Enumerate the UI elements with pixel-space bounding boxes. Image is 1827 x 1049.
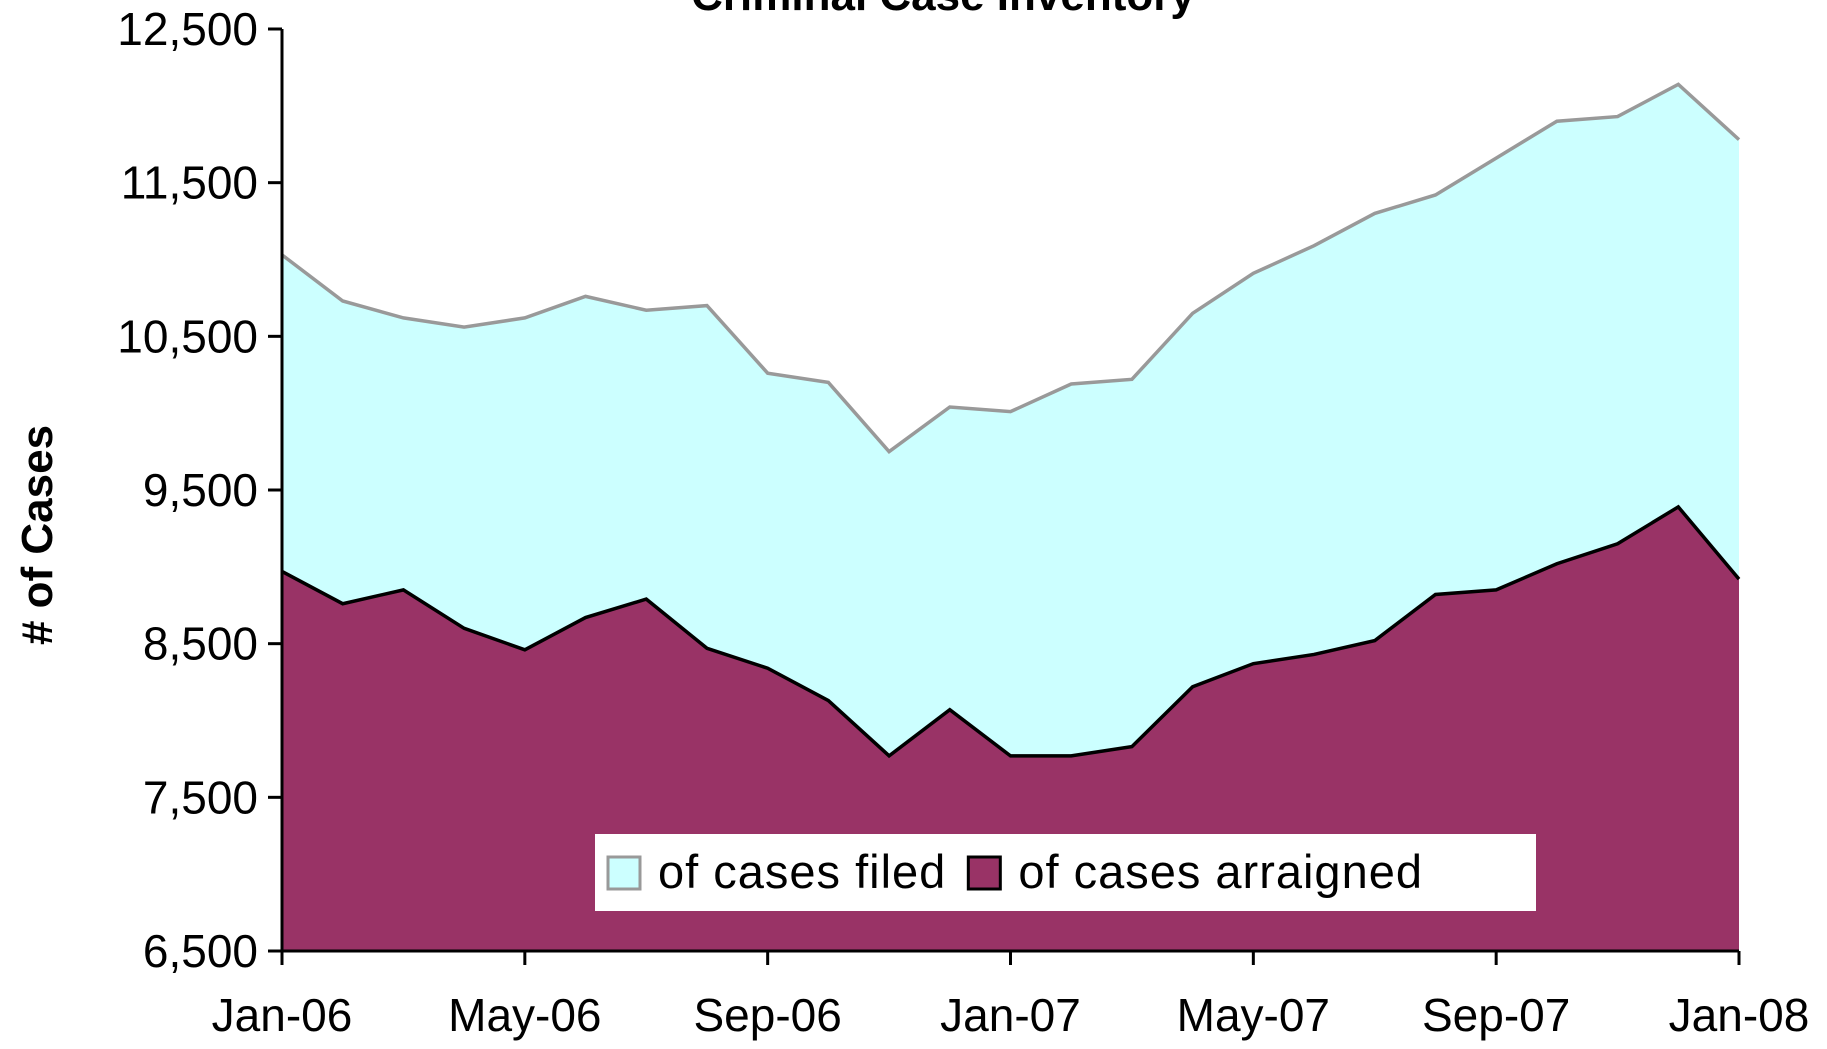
plot-area xyxy=(280,82,1741,951)
y-tick-label: 9,500 xyxy=(143,464,258,516)
y-tick-label: 6,500 xyxy=(143,925,258,977)
area-line xyxy=(281,504,1741,759)
y-tick-label: 8,500 xyxy=(143,618,258,670)
x-tick-label: Sep-07 xyxy=(1422,989,1570,1041)
y-tick-label: 12,500 xyxy=(117,3,258,55)
legend-swatch xyxy=(606,855,642,891)
y-tick-label: 7,500 xyxy=(143,771,258,823)
y-tick-label: 10,500 xyxy=(117,310,258,362)
x-tick-label: Jan-07 xyxy=(940,989,1081,1041)
legend-label: of cases filed xyxy=(658,845,946,898)
x-tick-label: Sep-06 xyxy=(693,989,841,1041)
chart-title: Criminal Case Inventory xyxy=(691,0,1195,20)
legend-label: of cases arraigned xyxy=(1018,845,1423,898)
x-tick-label: Jan-06 xyxy=(212,989,353,1041)
y-tick-label: 11,500 xyxy=(121,157,258,209)
legend-box xyxy=(595,834,1536,911)
area-line xyxy=(280,82,1741,454)
legend-swatch xyxy=(966,855,1002,891)
x-tick-label: May-07 xyxy=(1177,989,1330,1041)
x-tick-label: May-06 xyxy=(448,989,601,1041)
legend: of cases filed of cases arraigned xyxy=(595,834,1536,911)
y-axis-label: # of Cases xyxy=(13,425,62,645)
x-tick-label: Jan-08 xyxy=(1669,989,1810,1041)
